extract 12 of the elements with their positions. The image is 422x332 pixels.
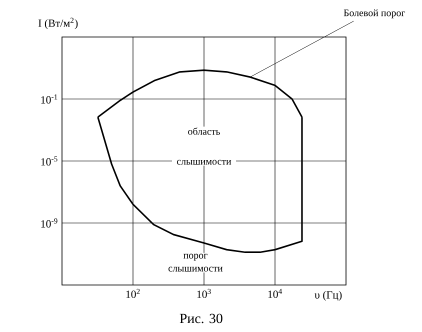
x-tick-label: 10$^{4}$	[268, 288, 282, 298]
x-tick-label: 10$^{2}$	[126, 288, 140, 298]
text: область слышимости	[177, 128, 232, 165]
x-axis-title: υ (Гц)	[314, 290, 342, 301]
y-tick-label: 10$^{-1}$	[41, 94, 58, 104]
y-tick-label: 10$^{-9}$	[41, 218, 58, 228]
y-axis-title: I (Вт/м$^{2}$)	[38, 18, 78, 30]
annotation: порог слышимости	[168, 254, 223, 272]
text: Рис. 30	[180, 314, 222, 324]
x-tick-label: 10$^{3}$	[197, 288, 211, 298]
y-tick-label: 10$^{-5}$	[41, 156, 58, 166]
annotation: Болевой порог	[344, 9, 406, 18]
